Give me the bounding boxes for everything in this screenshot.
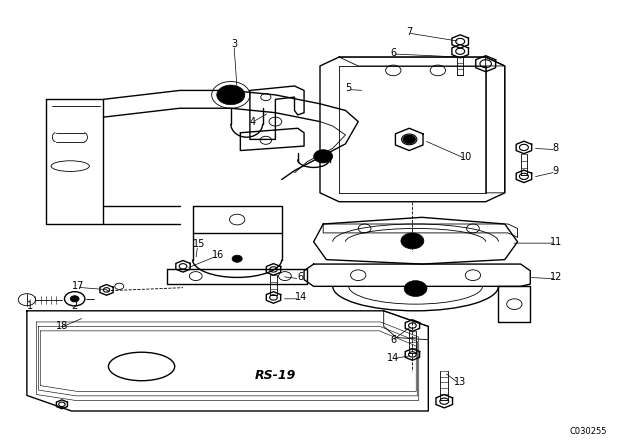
Circle shape (217, 85, 245, 105)
Text: 6: 6 (390, 47, 396, 58)
Text: 8: 8 (553, 143, 559, 153)
Text: 1: 1 (27, 302, 33, 311)
Circle shape (232, 255, 243, 262)
Text: 5: 5 (346, 83, 352, 93)
Text: 13: 13 (454, 377, 467, 387)
Text: 14: 14 (295, 293, 307, 302)
Text: 3: 3 (231, 39, 237, 49)
Text: 18: 18 (56, 321, 68, 332)
Text: RS-19: RS-19 (255, 369, 296, 382)
Circle shape (403, 135, 415, 144)
Text: 4: 4 (250, 116, 256, 127)
Text: 16: 16 (212, 250, 224, 260)
Circle shape (404, 280, 427, 297)
Text: 6: 6 (390, 335, 396, 345)
Text: 12: 12 (550, 272, 562, 282)
Text: 14: 14 (387, 353, 399, 362)
Circle shape (401, 233, 424, 249)
Text: C030255: C030255 (569, 426, 607, 435)
Text: 2: 2 (72, 302, 78, 311)
Circle shape (314, 150, 333, 163)
Text: 15: 15 (193, 239, 205, 249)
Text: 6: 6 (298, 272, 304, 282)
Text: 11: 11 (550, 237, 562, 247)
Text: 17: 17 (72, 281, 84, 291)
Text: 10: 10 (460, 152, 473, 162)
Circle shape (70, 296, 79, 302)
Text: 7: 7 (406, 27, 412, 37)
Text: 9: 9 (553, 166, 559, 176)
